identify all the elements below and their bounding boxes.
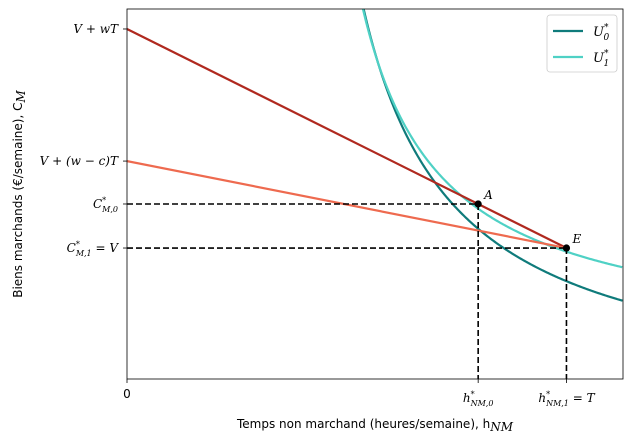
point-label: E — [571, 232, 581, 246]
plot-frame — [126, 8, 624, 380]
equilibrium-point — [562, 244, 571, 252]
y-tick-label: V + (w − c)T — [40, 154, 119, 168]
budget-line-2 — [127, 27, 567, 250]
indifference-curve-0 — [362, 9, 623, 302]
x-axis-label: Temps non marchand (heures/semaine), hNM — [236, 417, 514, 434]
x-tick-label: h* NM,0 — [463, 390, 494, 408]
y-axis-label: Biens marchands (€/semaine), CM — [11, 90, 28, 298]
point-label: A — [483, 188, 493, 202]
guide-line-1 — [127, 247, 568, 379]
guide-line-0 — [127, 203, 479, 379]
legend-label: U* 0 — [593, 23, 609, 43]
legend-label: U* 1 — [593, 49, 609, 69]
legend: U* 0U* 1 — [546, 14, 618, 73]
equilibrium-point — [474, 200, 482, 208]
y-tick-label: C* M,1 = V — [67, 240, 120, 258]
x-tick-label: h* NM,1 = T — [538, 390, 595, 408]
y-tick-label: V + wT — [73, 22, 119, 36]
y-tick-label: C* M,0 — [93, 196, 118, 214]
x-tick-label: 0 — [123, 387, 131, 401]
indifference-curve-1 — [361, 9, 623, 269]
